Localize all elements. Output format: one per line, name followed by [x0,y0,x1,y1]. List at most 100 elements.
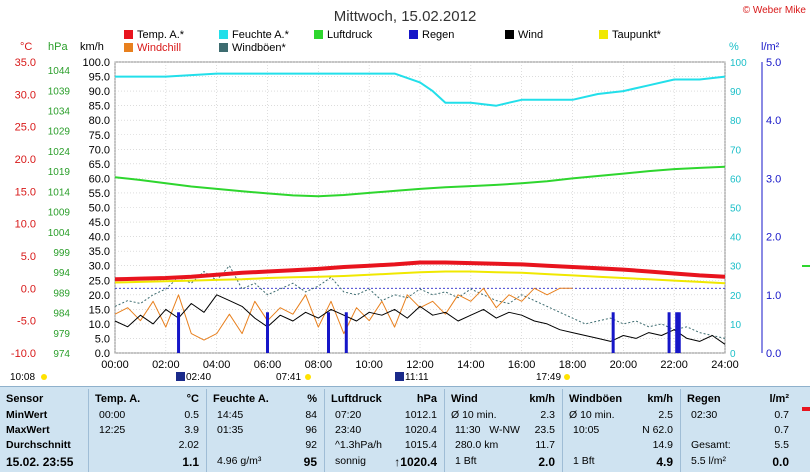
legend: Temp. A.* Feuchte A.* Luftdruck Regen Wind Ta… [124,29,662,54]
stats-rain-day: 5.5 l/m² [691,455,727,467]
humidity-tick-label: 90 [730,87,742,98]
stats-rain-time: 02:30 [691,409,718,421]
wind-tick-label: 65.0 [89,159,110,171]
stats-gusts-max-time: 10:05 [573,424,600,436]
pressure-tick-label: 1019 [48,167,71,178]
stats-wind-avg-label: Ø 10 min. [451,409,497,421]
pressure-unit-label: hPa [48,41,68,53]
stats-humidity-abs: 4.96 g/m³ [217,455,262,467]
rain-bar [667,312,671,353]
daylength-sun-icon [41,374,47,380]
stats-temp-max-value: 3.9 [184,424,199,436]
legend-label: Luftdruck [327,29,373,41]
stats-humidity-unit: % [307,393,317,405]
temp-tick-label: 25.0 [15,122,36,134]
stats-wind-bft: 1 Bft [455,455,477,467]
pressure-tick-label: 1029 [48,127,71,138]
stats-pressure-max-time: 23:40 [335,424,362,436]
stats-pressure-unit: hPa [416,393,437,405]
stats-temp-current-value: 1.1 [182,455,199,469]
stats-rain-min-value: 0.7 [774,409,789,421]
stats-gusts-max-value: N 62.0 [642,424,673,436]
legend-label: Windböen* [232,42,287,54]
rain-tick-label: 3.0 [766,173,781,185]
pressure-tick-label: 994 [53,268,70,279]
rain-bar [611,312,615,353]
rain-bar [327,312,330,353]
stats-sensor-header: Sensor [6,393,44,405]
temp-unit-label: °C [20,41,32,53]
x-tick-label: 10:00 [355,359,383,371]
wind-tick-label: 20.0 [89,290,110,302]
stats-rain-header: Regen [687,393,721,405]
pressure-tick-label: 1004 [48,228,71,239]
stats-row-label: 15.02. 23:55 [6,455,74,469]
wind-tick-label: 30.0 [89,261,110,273]
x-tick-label: 12:00 [406,359,434,371]
stats-humidity-current-value: 95 [303,455,317,469]
x-tick-label: 06:00 [254,359,282,371]
stats-gusts-current-value: 4.9 [656,455,673,469]
series-line-luftdruck [114,165,726,198]
legend-swatch [314,30,323,39]
series-line-taupunkt [114,270,726,285]
stats-temp-max-time: 12:25 [99,424,126,436]
temp-tick-label: 15.0 [15,186,36,198]
series-line-feuchte-a [115,72,726,107]
weather-chart: Mittwoch, 15.02.2012 © Weber Mike Temp. … [10,5,810,383]
stats-col-sensor: Sensor MinWert MaxWert Durchschnitt 15.0… [4,389,84,472]
rain-unit-label: l/m² [761,41,780,53]
legend-label: Feuchte A.* [232,29,290,41]
wind-unit-label: km/h [80,41,104,53]
stats-pressure-trend: ^1.3hPa/h [335,439,382,451]
legend-swatch [599,30,608,39]
stats-temp-min-value: 0.5 [184,409,199,421]
wind-tick-label: 0.0 [95,348,110,360]
legend-label: Windchill [137,42,181,54]
x-tick-label: 02:00 [152,359,180,371]
stats-rain-max-value: 0.7 [774,424,789,436]
wind-tick-label: 35.0 [89,246,110,258]
wind-tick-label: 5.0 [95,333,110,345]
x-tick-label: 00:00 [101,359,129,371]
temp-tick-label: 35.0 [15,57,36,69]
stats-wind-unit: km/h [529,393,555,405]
stats-pressure-min-time: 07:20 [335,409,362,421]
humidity-tick-label: 0 [730,349,736,360]
stats-gusts-unit: km/h [647,393,673,405]
legend-swatch [124,30,133,39]
stats-gusts-bft: 1 Bft [573,455,595,467]
wind-tick-label: 80.0 [89,115,110,127]
pressure-tick-label: 999 [53,248,70,259]
humidity-tick-label: 70 [730,145,742,156]
sunset-label: 17:49 [536,372,561,383]
stats-humidity-header: Feuchte A. [213,393,269,405]
chart-grid [114,61,763,354]
stats-humidity-avg-value: 92 [305,439,317,451]
humidity-tick-label: 100 [730,58,747,69]
humidity-tick-label: 50 [730,204,742,215]
stats-wind-max-value: 23.5 [534,424,555,436]
pressure-tick-label: 979 [53,329,70,340]
humidity-tick-label: 20 [730,291,742,302]
wind-tick-label: 90.0 [89,86,110,98]
legend-swatch [219,30,228,39]
x-tick-label: 22:00 [660,359,688,371]
series-line-windchill [114,287,573,341]
x-tick-label: 14:00 [457,359,485,371]
x-tick-label: 20:00 [610,359,638,371]
rain-tick-label: 2.0 [766,232,781,244]
humidity-tick-label: 80 [730,116,742,127]
pressure-tick-label: 1034 [48,107,71,118]
stats-humidity-min-value: 84 [305,409,317,421]
statistics-panel: Sensor MinWert MaxWert Durchschnitt 15.0… [0,386,810,472]
rain-bar [266,312,269,353]
rain-tick-label: 0.0 [766,348,781,360]
axis-ticks: 35.0 30.0 25.0 20.0 15.0 10.0 5.0 0.0 -5.0 -10.0 1… [11,57,781,371]
temp-tick-label: 30.0 [15,89,36,101]
rain-bar [677,312,681,353]
legend-swatch [124,43,133,52]
copyright-label: © Weber Mike [743,5,807,16]
stats-pressure-min-value: 1012.1 [404,409,437,421]
